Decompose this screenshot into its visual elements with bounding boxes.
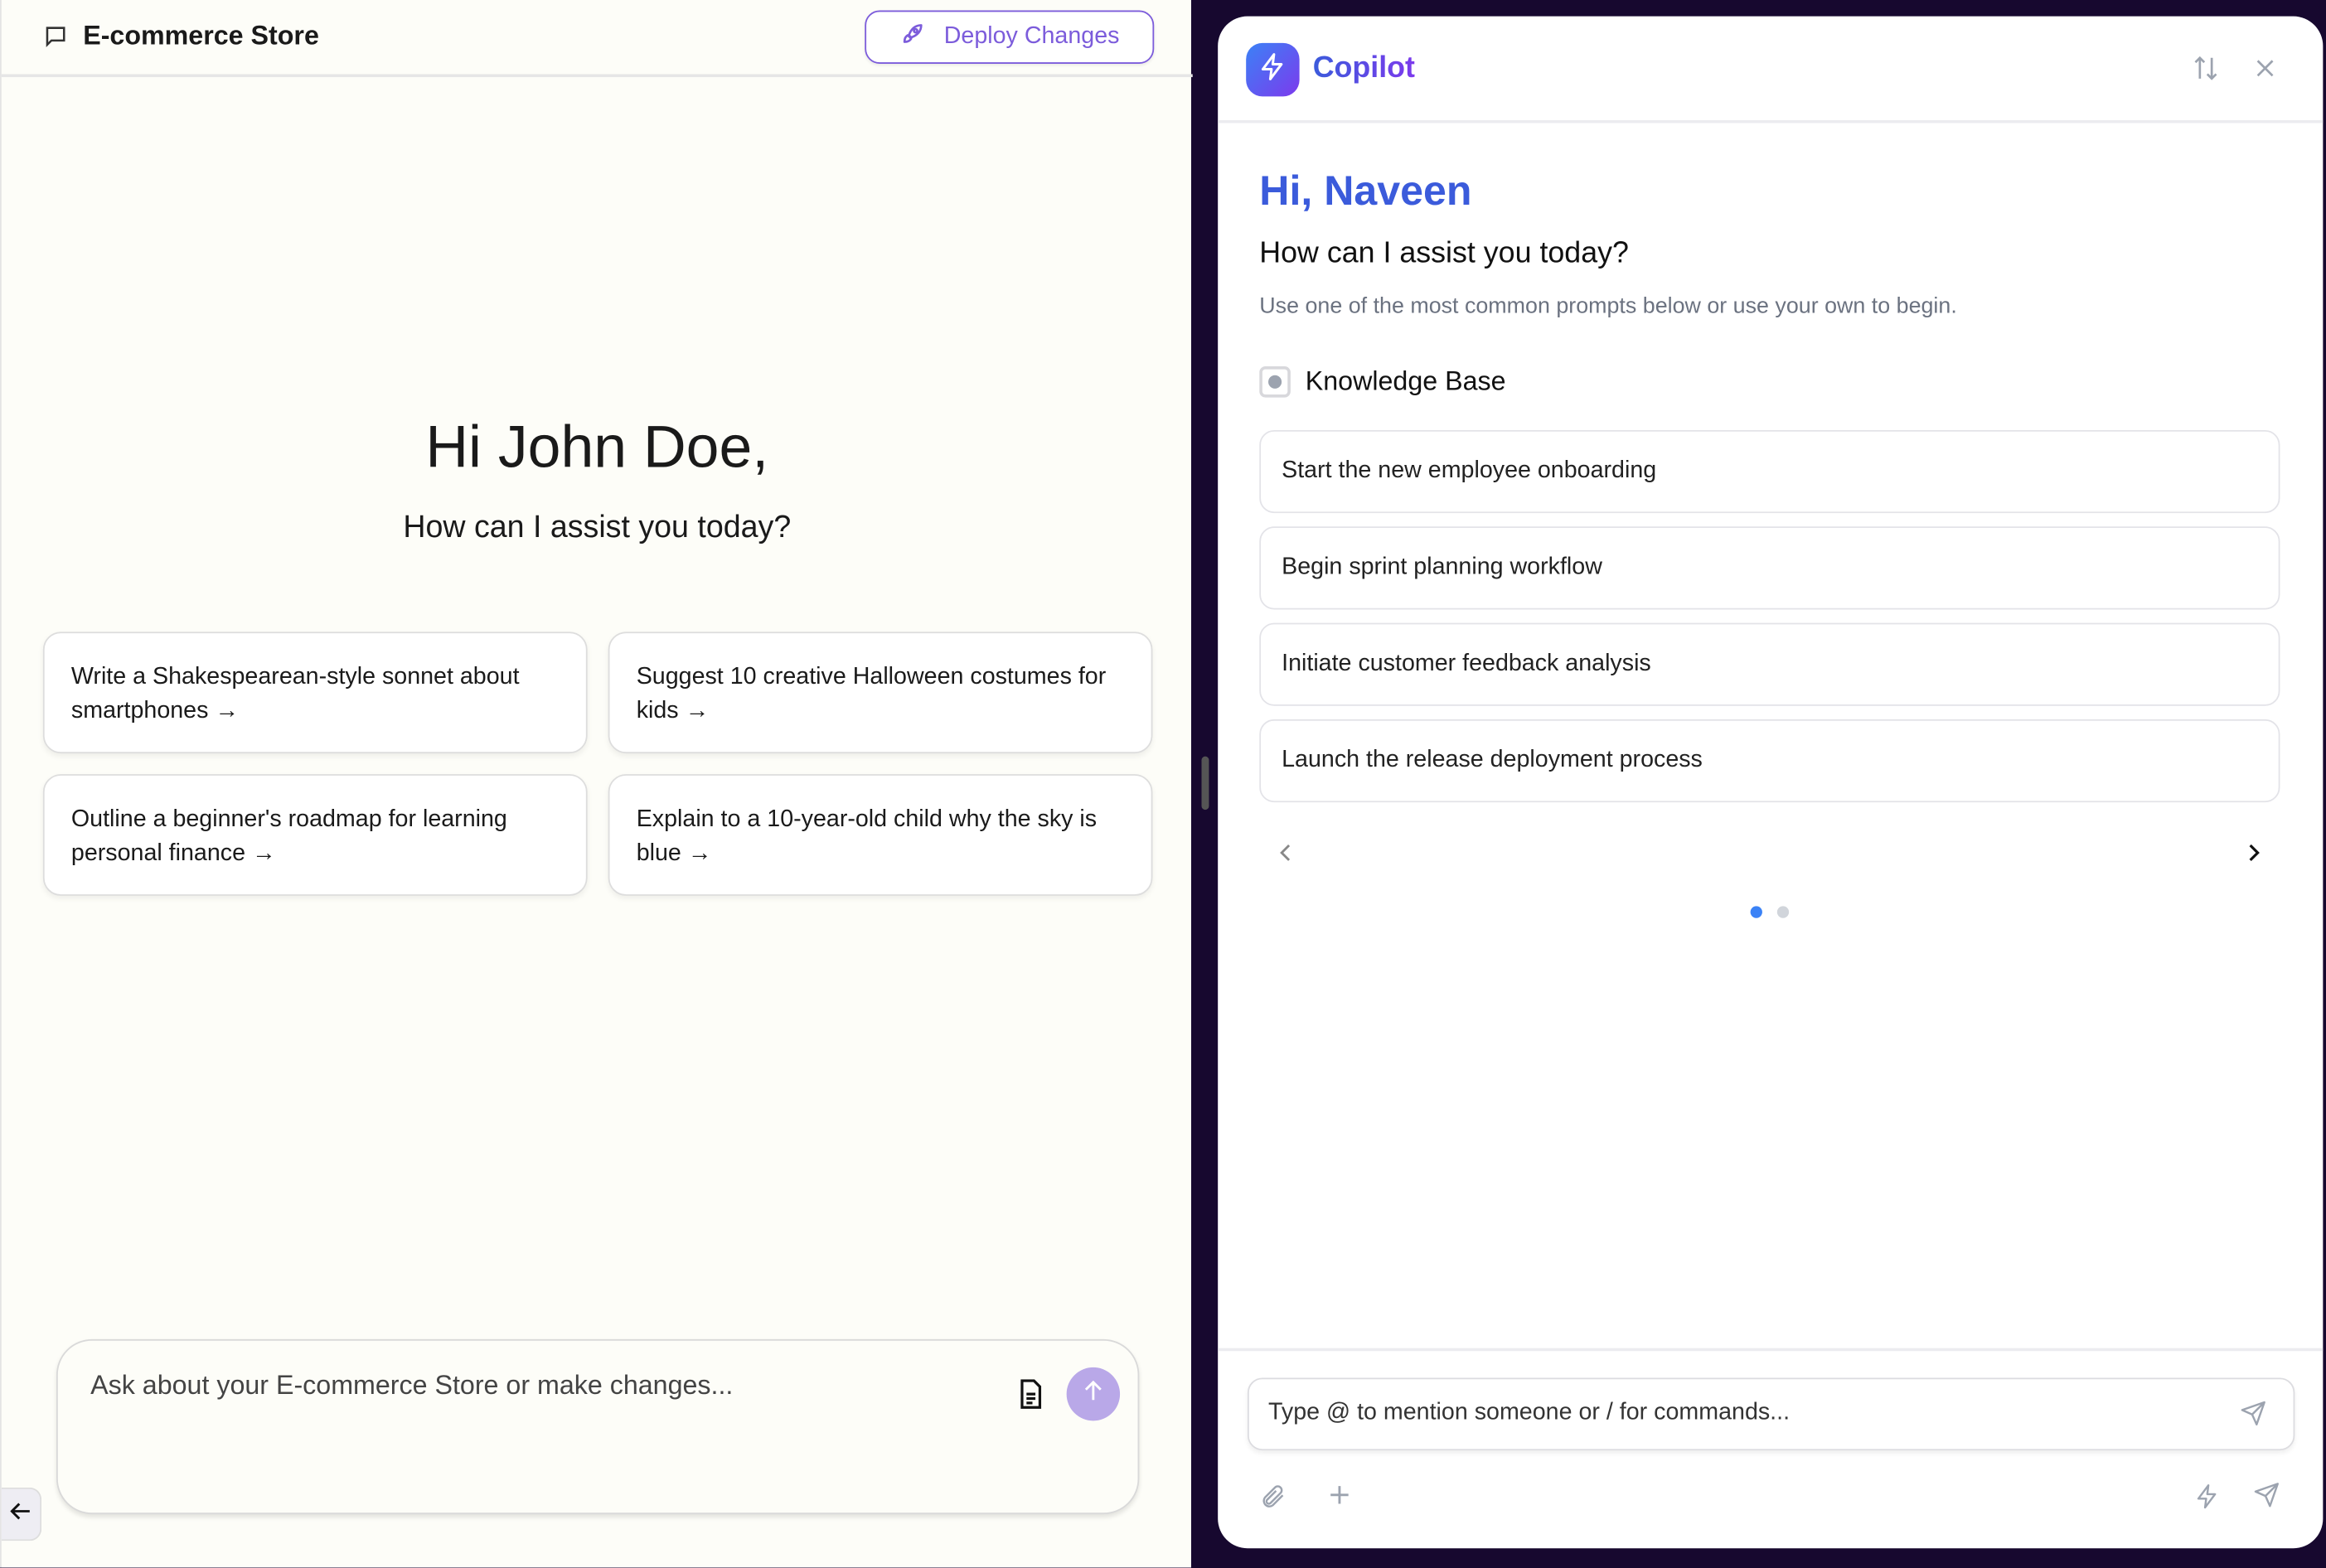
suggestion-card[interactable]: Explain to a 10-year-old child why the s… — [608, 774, 1153, 896]
divider — [1218, 1348, 2324, 1352]
knowledge-base-toggle[interactable]: Knowledge Base — [1259, 366, 1506, 398]
main-panel: E-commerce Store Deploy Changes Hi John … — [0, 0, 1193, 1568]
close-icon[interactable] — [2255, 58, 2275, 79]
chat-bubble-icon — [43, 24, 68, 56]
swap-vertical-icon[interactable] — [2193, 55, 2219, 81]
copilot-question: How can I assist you today? — [1259, 237, 1629, 270]
arrow-up-icon — [1082, 1378, 1106, 1410]
plus-icon[interactable] — [1328, 1483, 1352, 1508]
deploy-changes-button[interactable]: Deploy Changes — [865, 10, 1155, 64]
suggestion-card[interactable]: Write a Shakespearean-style sonnet about… — [42, 632, 588, 754]
send-icon[interactable] — [2240, 1400, 2266, 1426]
prompt-item[interactable]: Start the new employee onboarding — [1259, 429, 2280, 514]
arrow-left-icon — [10, 1500, 31, 1528]
knowledge-base-checkbox[interactable] — [1259, 366, 1291, 398]
chevron-right-icon[interactable] — [2245, 842, 2262, 863]
deploy-label: Deploy Changes — [943, 23, 1120, 50]
page-title: E-commerce Store — [83, 21, 319, 51]
copilot-logo — [1246, 42, 1300, 97]
document-icon[interactable] — [1019, 1379, 1043, 1409]
greeting-heading: Hi John Doe, — [425, 415, 769, 481]
suggestion-card[interactable]: Suggest 10 creative Halloween costumes f… — [608, 632, 1153, 754]
lightning-icon[interactable] — [2194, 1482, 2221, 1512]
prompt-item[interactable]: Initiate customer feedback analysis — [1259, 622, 2280, 706]
lightning-icon — [1257, 51, 1287, 89]
carousel-dot[interactable] — [1776, 906, 1790, 918]
prompt-item[interactable]: Launch the release deployment process — [1259, 719, 2280, 803]
chevron-left-icon[interactable] — [1277, 842, 1295, 863]
copilot-greeting: Hi, Naveen — [1259, 167, 1472, 214]
paperclip-icon[interactable] — [1259, 1482, 1286, 1512]
greeting-subtitle: How can I assist you today? — [403, 510, 792, 544]
prompt-item[interactable]: Begin sprint planning workflow — [1259, 526, 2280, 610]
copilot-description: Use one of the most common prompts below… — [1259, 293, 1957, 319]
copilot-panel: Copilot Hi, Naveen How can I assist you … — [1218, 16, 2324, 1549]
send-button[interactable] — [1066, 1367, 1121, 1421]
chat-input-box — [56, 1338, 1140, 1515]
suggestion-card[interactable]: Outline a beginner's roadmap for learnin… — [42, 774, 588, 896]
knowledge-base-label: Knowledge Base — [1305, 366, 1506, 396]
collapse-button[interactable] — [1, 1487, 42, 1541]
resize-handle[interactable] — [1201, 756, 1209, 811]
copilot-header: Copilot — [1218, 17, 2324, 123]
header: E-commerce Store Deploy Changes — [1, 0, 1193, 78]
send-icon[interactable] — [2253, 1482, 2280, 1508]
rocket-icon — [899, 20, 926, 54]
copilot-input-box — [1247, 1377, 2295, 1451]
carousel-dot-active[interactable] — [1750, 906, 1762, 918]
chat-input[interactable] — [90, 1370, 981, 1402]
copilot-input[interactable] — [1268, 1400, 2188, 1427]
copilot-title: Copilot — [1312, 51, 1415, 85]
